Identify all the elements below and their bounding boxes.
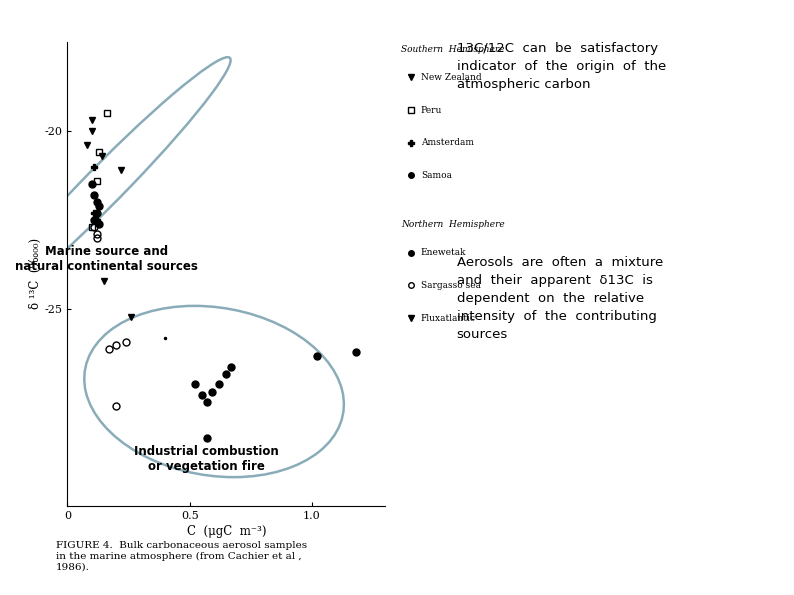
Text: Samoa: Samoa <box>421 171 452 180</box>
Text: Aerosols  are  often  a  mixture
and  their  apparent  δ13C  is
dependent  on  t: Aerosols are often a mixture and their a… <box>457 256 663 341</box>
Text: Fluxatlantic: Fluxatlantic <box>421 314 476 323</box>
Y-axis label: δ ¹³C  (‰₀₀): δ ¹³C (‰₀₀) <box>29 238 42 309</box>
Text: Southern  Hemisphere: Southern Hemisphere <box>401 45 504 54</box>
X-axis label: C  (μgC  m⁻³): C (μgC m⁻³) <box>187 525 266 538</box>
Text: Industrial combustion
or vegetation fire: Industrial combustion or vegetation fire <box>134 445 279 473</box>
Text: Peru: Peru <box>421 105 442 115</box>
Text: Amsterdam: Amsterdam <box>421 138 474 148</box>
Text: Northern  Hemisphere: Northern Hemisphere <box>401 220 505 229</box>
Text: Marine source and
natural continental sources: Marine source and natural continental so… <box>15 245 198 273</box>
Text: 13C/12C  can  be  satisfactory
indicator  of  the  origin  of  the
atmospheric c: 13C/12C can be satisfactory indicator of… <box>457 42 666 90</box>
Text: FIGURE 4.  Bulk carbonaceous aerosol samples
in the marine atmosphere (from Cach: FIGURE 4. Bulk carbonaceous aerosol samp… <box>56 541 306 571</box>
Text: New Zealand: New Zealand <box>421 73 481 82</box>
Text: Sargasso sea: Sargasso sea <box>421 281 481 290</box>
Text: Enewetak: Enewetak <box>421 248 466 258</box>
